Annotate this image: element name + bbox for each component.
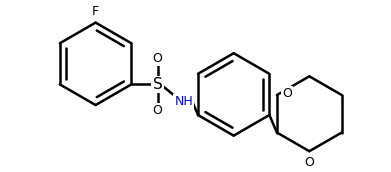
Text: O: O [282, 87, 292, 100]
Text: F: F [92, 5, 99, 18]
Text: S: S [152, 77, 162, 92]
Text: O: O [152, 52, 162, 65]
Text: O: O [305, 156, 314, 169]
Text: NH: NH [174, 95, 193, 108]
Text: O: O [152, 104, 162, 117]
